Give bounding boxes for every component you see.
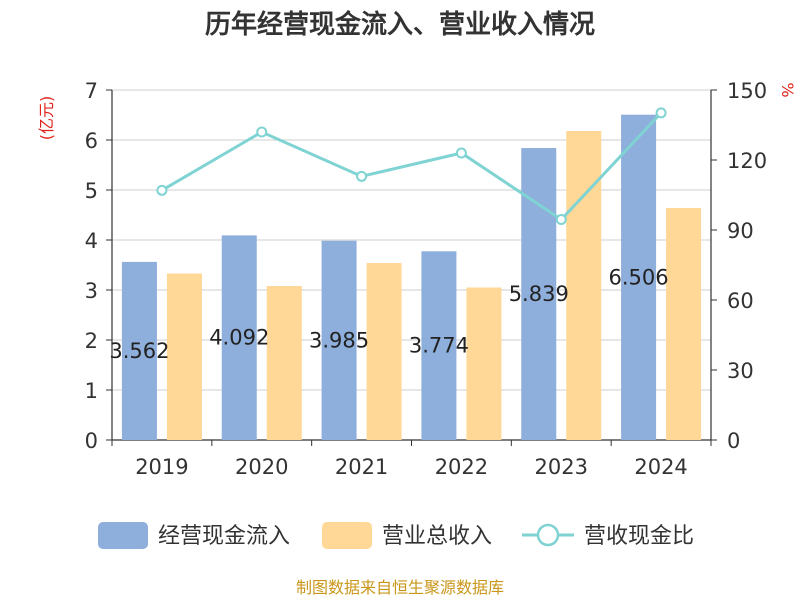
x-tick-label: 2019 <box>135 455 188 479</box>
bar-data-label: 5.839 <box>509 282 569 306</box>
left-tick-label: 3 <box>85 279 98 303</box>
bar-revenue <box>666 208 702 440</box>
bar-cash-inflow <box>621 114 657 440</box>
left-tick-label: 5 <box>85 179 98 203</box>
left-tick-label: 4 <box>85 229 98 253</box>
ratio-point <box>356 170 368 182</box>
left-tick-label: 6 <box>85 129 98 153</box>
x-tick-label: 2021 <box>335 455 388 479</box>
data-labels: 3.562 4.092 3.985 3.774 5.839 6.506 <box>109 265 668 363</box>
right-tick-label: 90 <box>727 219 754 243</box>
left-tick-label: 2 <box>85 329 98 353</box>
bar-revenue <box>266 286 302 440</box>
bar-data-label: 3.985 <box>309 328 369 352</box>
bar-data-label: 4.092 <box>209 326 269 350</box>
ratio-line-path <box>161 111 663 222</box>
right-tick-label: 60 <box>727 289 754 313</box>
source-note: 制图数据来自恒生聚源数据库 <box>296 578 504 597</box>
right-tick-label: 120 <box>727 149 767 173</box>
ratio-point <box>455 147 467 159</box>
ratio-point <box>256 126 268 138</box>
left-tick-label: 0 <box>85 429 98 453</box>
right-tick-label: 30 <box>727 359 754 383</box>
legend-label-cash-inflow: 经营现金流入 <box>158 524 290 549</box>
bar-cash-inflow <box>121 261 157 440</box>
ratio-point <box>156 184 168 196</box>
legend-label-ratio: 营收现金比 <box>584 524 694 549</box>
ratio-point <box>555 214 567 225</box>
ratio-point <box>655 107 667 119</box>
legend: 经营现金流入 营业总收入 营收现金比 <box>98 522 694 549</box>
bar-cash-inflow <box>321 240 357 440</box>
bar-cash-inflow <box>421 251 457 440</box>
x-tick-label: 2022 <box>435 455 488 479</box>
gridlines <box>112 89 711 391</box>
left-axis-unit: (亿元) <box>37 96 56 141</box>
legend-swatch-revenue <box>322 522 372 549</box>
x-tick-label: 2023 <box>535 455 588 479</box>
ratio-line <box>156 107 667 225</box>
bar-cash-inflow <box>221 235 257 440</box>
bar-data-label: 3.562 <box>109 339 169 363</box>
bar-data-label: 3.774 <box>409 334 469 358</box>
right-axis-unit: % <box>778 82 797 97</box>
axes: 0 1 2 3 4 5 6 7 0 30 60 90 120 150 (亿元)% 2019 2020 2021 20… <box>37 79 797 479</box>
right-tick-label: 0 <box>727 429 740 453</box>
legend-swatch-ratio-marker <box>536 523 560 547</box>
bars <box>121 114 702 441</box>
left-tick-label: 1 <box>85 379 98 403</box>
x-tick-label: 2024 <box>634 455 687 479</box>
chart-title: 历年经营现金流入、营业收入情况 <box>205 9 595 40</box>
bar-revenue <box>566 131 602 440</box>
x-tick-label: 2020 <box>235 455 288 479</box>
legend-label-revenue: 营业总收入 <box>382 524 492 549</box>
legend-swatch-cash-inflow <box>98 522 148 549</box>
right-tick-label: 150 <box>727 79 767 103</box>
bar-revenue <box>466 287 502 440</box>
bar-revenue <box>166 273 202 440</box>
bar-data-label: 6.506 <box>609 265 669 289</box>
bar-revenue <box>366 263 402 440</box>
left-tick-label: 7 <box>85 79 98 103</box>
